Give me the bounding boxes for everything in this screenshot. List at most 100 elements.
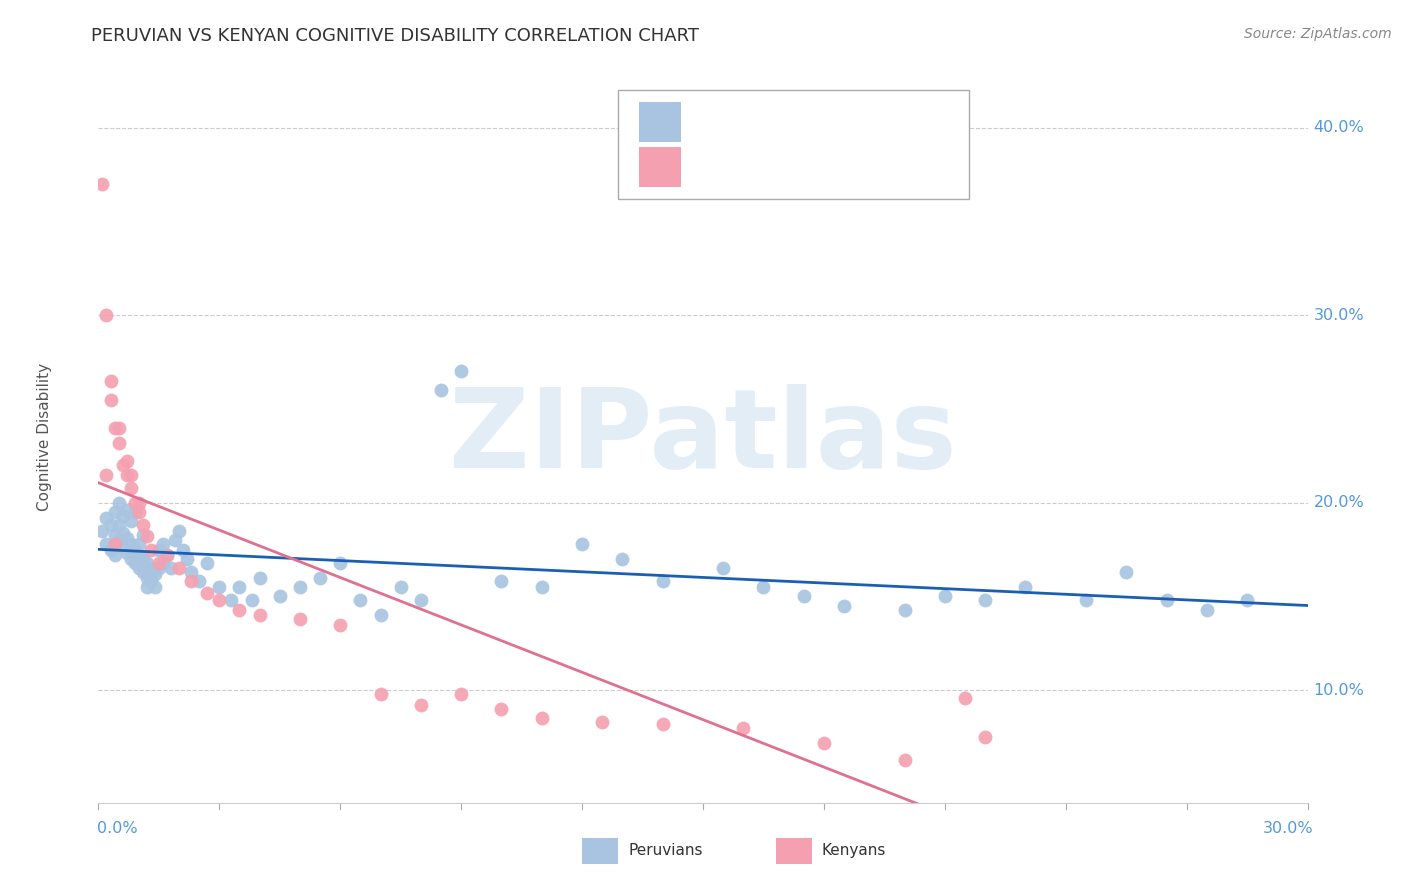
Point — [139, 574, 162, 589]
Point — [107, 533, 129, 548]
Point — [139, 571, 162, 585]
Point — [103, 505, 125, 519]
Text: Kenyans: Kenyans — [821, 843, 886, 858]
Point — [96, 308, 118, 322]
Point — [180, 574, 202, 589]
Point — [128, 561, 150, 575]
Text: -0.014: -0.014 — [735, 114, 790, 129]
Point — [100, 542, 122, 557]
Text: 10.0%: 10.0% — [1313, 682, 1364, 698]
Point — [132, 527, 155, 541]
Point — [370, 608, 392, 623]
Point — [571, 537, 593, 551]
Point — [156, 548, 179, 562]
Point — [167, 524, 190, 538]
Point — [491, 702, 513, 716]
Point — [893, 602, 915, 616]
Text: 0.0%: 0.0% — [97, 821, 138, 836]
Point — [934, 590, 956, 604]
Bar — [776, 838, 811, 863]
Point — [111, 541, 134, 555]
Point — [167, 561, 190, 575]
Point — [115, 546, 138, 560]
Point — [711, 561, 734, 575]
Point — [793, 590, 815, 604]
Point — [120, 467, 142, 482]
Point — [530, 580, 553, 594]
Point — [128, 505, 150, 519]
Point — [591, 715, 613, 730]
Point — [91, 177, 114, 191]
Point — [115, 454, 138, 468]
Text: R =: R = — [696, 114, 728, 129]
Point — [139, 542, 162, 557]
Point — [100, 374, 122, 388]
Point — [1236, 593, 1258, 607]
Point — [100, 392, 122, 407]
Point — [832, 599, 855, 613]
Point — [195, 586, 218, 600]
Text: 30.0%: 30.0% — [1313, 308, 1364, 323]
Point — [409, 593, 432, 607]
Point — [176, 552, 198, 566]
Text: R =: R = — [696, 160, 728, 175]
Point — [152, 537, 174, 551]
Point — [115, 503, 138, 517]
Point — [103, 537, 125, 551]
Point — [135, 580, 157, 594]
Point — [124, 542, 146, 557]
Point — [329, 556, 352, 570]
Point — [115, 467, 138, 482]
Point — [953, 690, 976, 705]
Point — [156, 548, 179, 562]
Point — [103, 548, 125, 562]
Point — [349, 593, 371, 607]
Point — [120, 481, 142, 495]
Point — [188, 574, 211, 589]
Point — [115, 532, 138, 546]
Point — [120, 515, 142, 529]
Point — [1115, 565, 1137, 579]
Point — [249, 571, 271, 585]
Text: Cognitive Disability: Cognitive Disability — [37, 363, 52, 511]
Text: 40.0%: 40.0% — [1313, 120, 1364, 135]
Point — [148, 561, 170, 575]
Point — [132, 518, 155, 533]
Text: 42: 42 — [842, 160, 863, 175]
Point — [135, 529, 157, 543]
Point — [651, 574, 673, 589]
Point — [103, 420, 125, 434]
Point — [132, 565, 155, 579]
Point — [389, 580, 412, 594]
Point — [208, 593, 231, 607]
Point — [1156, 593, 1178, 607]
Point — [491, 574, 513, 589]
FancyBboxPatch shape — [619, 90, 969, 200]
Point — [128, 537, 150, 551]
Point — [733, 721, 755, 735]
Point — [1195, 602, 1218, 616]
Point — [612, 552, 634, 566]
Point — [111, 458, 134, 473]
Point — [893, 753, 915, 767]
Point — [139, 561, 162, 575]
Text: N =: N = — [803, 114, 837, 129]
Bar — [582, 838, 619, 863]
Point — [107, 518, 129, 533]
Bar — [638, 147, 682, 187]
Text: Source: ZipAtlas.com: Source: ZipAtlas.com — [1244, 27, 1392, 41]
Point — [409, 698, 432, 713]
Point — [143, 580, 166, 594]
Point — [329, 617, 352, 632]
Text: 83: 83 — [842, 114, 863, 129]
Point — [120, 552, 142, 566]
Point — [128, 548, 150, 562]
Point — [107, 420, 129, 434]
Point — [530, 711, 553, 725]
Point — [132, 552, 155, 566]
Point — [120, 537, 142, 551]
Point — [96, 510, 118, 524]
Point — [124, 556, 146, 570]
Point — [813, 736, 835, 750]
Bar — [638, 102, 682, 142]
